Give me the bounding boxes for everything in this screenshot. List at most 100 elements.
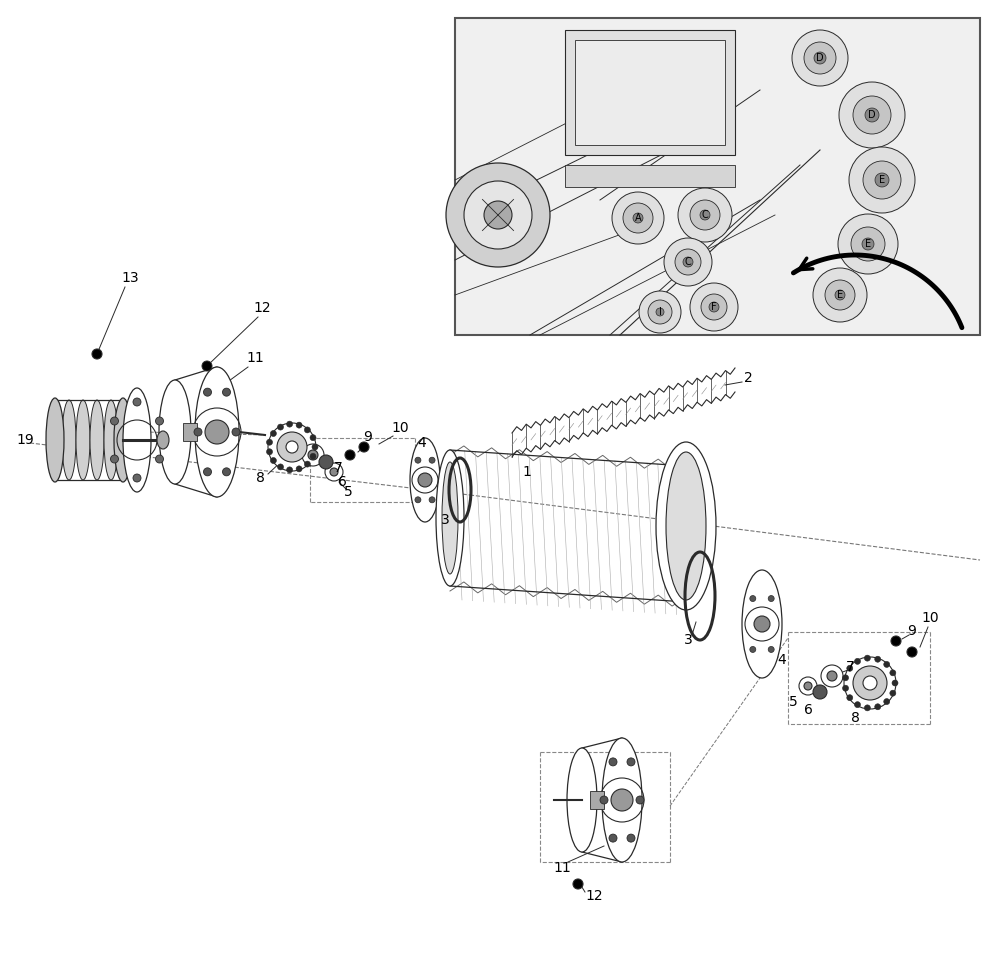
Circle shape [278,464,284,470]
Circle shape [835,290,845,300]
Text: F: F [711,302,717,312]
Circle shape [156,417,164,425]
Text: 10: 10 [921,611,939,625]
Circle shape [690,200,720,230]
Circle shape [270,430,276,437]
Circle shape [864,655,870,662]
Circle shape [205,420,229,444]
Text: 5: 5 [344,485,352,499]
Circle shape [415,457,421,464]
Text: E: E [865,239,871,249]
Circle shape [891,636,901,646]
Text: 9: 9 [364,430,372,444]
Circle shape [222,467,230,476]
Circle shape [609,834,617,842]
Bar [590,791,604,809]
Text: 4: 4 [778,653,786,667]
Ellipse shape [742,570,782,678]
Circle shape [310,435,316,441]
Text: 3: 3 [441,513,449,527]
Circle shape [768,646,774,652]
Circle shape [701,294,727,320]
Text: 10: 10 [391,421,409,435]
Circle shape [853,666,887,700]
Circle shape [92,349,102,359]
Text: E: E [837,290,843,300]
Bar [455,18,980,335]
Circle shape [194,428,202,436]
Circle shape [156,455,164,463]
Circle shape [600,796,608,804]
Circle shape [890,670,896,676]
Circle shape [484,201,512,229]
Circle shape [862,238,874,250]
Circle shape [875,704,881,709]
Circle shape [623,203,653,233]
Circle shape [813,685,827,699]
Circle shape [304,461,310,467]
Circle shape [204,467,212,476]
Ellipse shape [46,398,64,482]
Circle shape [278,424,284,430]
Circle shape [863,161,901,199]
Text: 7: 7 [334,461,342,475]
Text: D: D [868,110,876,120]
Circle shape [792,30,848,86]
Circle shape [573,879,583,889]
Ellipse shape [159,380,191,484]
Text: 9: 9 [908,624,916,638]
Circle shape [875,656,881,663]
Circle shape [678,188,732,242]
Circle shape [754,616,770,632]
Text: E: E [879,175,885,185]
Circle shape [844,657,896,709]
Circle shape [813,268,867,322]
Ellipse shape [436,450,464,586]
Ellipse shape [90,400,104,480]
Circle shape [633,213,643,223]
Text: 5: 5 [789,695,797,709]
Circle shape [849,147,915,213]
Circle shape [268,423,316,471]
Circle shape [750,596,756,601]
Circle shape [310,453,316,459]
Circle shape [804,42,836,74]
Circle shape [464,181,532,249]
Circle shape [768,596,774,601]
Circle shape [319,455,333,469]
Text: 11: 11 [553,861,571,875]
Circle shape [675,249,701,275]
Circle shape [851,227,885,261]
Circle shape [863,676,877,690]
Circle shape [296,423,302,428]
Ellipse shape [666,452,706,600]
Text: 3: 3 [684,633,692,647]
Circle shape [345,450,355,460]
Ellipse shape [602,738,642,862]
Ellipse shape [114,398,132,482]
Circle shape [683,257,693,267]
Text: 19: 19 [16,433,34,447]
Circle shape [847,665,853,671]
Circle shape [418,473,432,487]
Circle shape [875,173,889,187]
Circle shape [854,702,860,707]
Text: 11: 11 [246,351,264,365]
Text: 13: 13 [121,271,139,285]
Bar [565,30,735,155]
Ellipse shape [62,400,76,480]
Circle shape [110,417,118,425]
Circle shape [110,455,118,463]
Ellipse shape [104,400,118,480]
Text: 12: 12 [585,889,603,903]
Ellipse shape [442,462,458,574]
Ellipse shape [157,431,169,449]
Text: 12: 12 [253,301,271,315]
Circle shape [312,444,318,450]
Text: 2: 2 [744,371,752,385]
Circle shape [700,210,710,220]
Circle shape [286,441,298,453]
Circle shape [853,96,891,134]
Circle shape [648,300,672,324]
Ellipse shape [656,442,716,610]
